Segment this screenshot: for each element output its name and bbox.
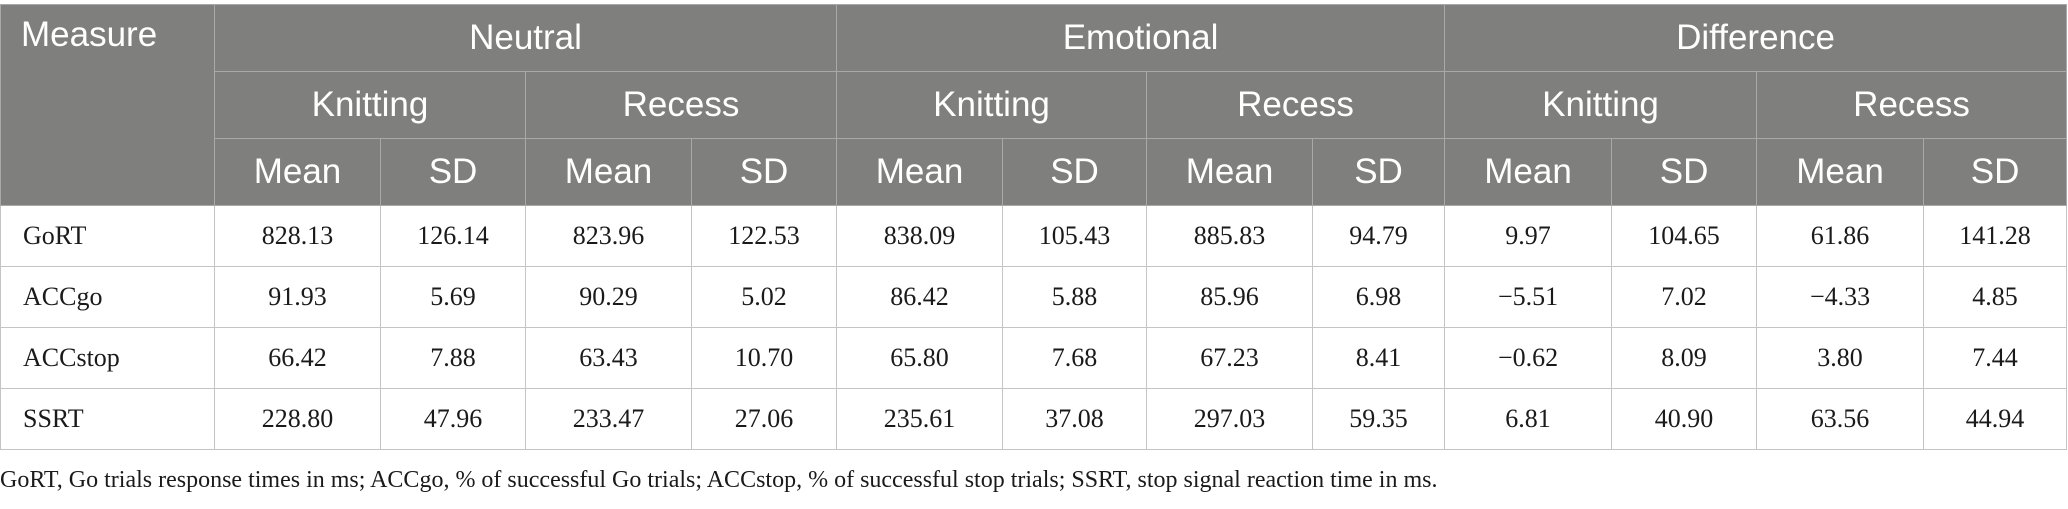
table-cell: 885.83 (1146, 205, 1314, 267)
table-cell: 9.97 (1444, 205, 1613, 267)
table-cell: 3.80 (1756, 327, 1925, 389)
table-cell: 40.90 (1611, 388, 1758, 450)
subgroup-header-difference-knitting: Knitting (1444, 71, 1758, 139)
table-cell: 297.03 (1146, 388, 1314, 450)
table-cell: 59.35 (1312, 388, 1446, 450)
subgroup-header-row: Knitting Recess Knitting Recess Knitting… (1, 71, 2068, 139)
table-cell: 85.96 (1146, 266, 1314, 328)
table-cell: 228.80 (214, 388, 381, 450)
stat-header-mean: Mean (1756, 138, 1925, 206)
stat-header-mean: Mean (1444, 138, 1613, 206)
table-cell: 63.43 (525, 327, 692, 389)
table-cell: 7.02 (1611, 266, 1758, 328)
row-label: SSRT (0, 388, 215, 450)
table-cell: 66.42 (214, 327, 381, 389)
table-cell: 104.65 (1611, 205, 1758, 267)
stat-header-mean: Mean (214, 138, 381, 206)
row-label: ACCgo (0, 266, 215, 328)
table-cell: 7.88 (380, 327, 526, 389)
table-cell: 5.02 (690, 266, 838, 328)
table-cell: 5.88 (1002, 266, 1148, 328)
table-cell: 838.09 (836, 205, 1004, 267)
table-cell: 27.06 (690, 388, 838, 450)
table-cell: 6.81 (1444, 388, 1613, 450)
stat-header-sd: SD (1312, 138, 1446, 206)
table-cell: 63.56 (1756, 388, 1925, 450)
table-cell: 67.23 (1146, 327, 1314, 389)
table-cell: 141.28 (1923, 205, 2068, 267)
table-cell: 235.61 (836, 388, 1004, 450)
table-cell: 8.41 (1312, 327, 1446, 389)
stat-header-sd: SD (690, 138, 838, 206)
subgroup-header-neutral-recess: Recess (524, 71, 838, 139)
table-cell: 86.42 (836, 266, 1004, 328)
row-label: GoRT (0, 205, 215, 267)
table-cell: 828.13 (214, 205, 381, 267)
group-header-neutral: Neutral (213, 4, 838, 72)
table-cell: 90.29 (525, 266, 692, 328)
stat-header-row: Mean SD Mean SD Mean SD Mean SD Mean SD … (1, 138, 2068, 206)
row-label: ACCstop (0, 327, 215, 389)
table-cell: −4.33 (1756, 266, 1925, 328)
stat-header-sd: SD (1611, 138, 1758, 206)
table-cell: 8.09 (1611, 327, 1758, 389)
table-cell: 7.44 (1923, 327, 2068, 389)
table-row: SSRT 228.80 47.96 233.47 27.06 235.61 37… (0, 388, 2068, 450)
table-cell: −0.62 (1444, 327, 1613, 389)
stat-header-mean: Mean (525, 138, 692, 206)
stat-header-mean: Mean (1146, 138, 1314, 206)
table-cell: 126.14 (380, 205, 526, 267)
table-cell: 7.68 (1002, 327, 1148, 389)
table-header: Measure Neutral Emotional Difference Kni… (0, 4, 2068, 206)
table-cell: 44.94 (1923, 388, 2068, 450)
table-cell: 37.08 (1002, 388, 1148, 450)
table-cell: 4.85 (1923, 266, 2068, 328)
table-cell: 823.96 (525, 205, 692, 267)
table-cell: 61.86 (1756, 205, 1925, 267)
table-row: ACCgo 91.93 5.69 90.29 5.02 86.42 5.88 8… (0, 266, 2068, 328)
stat-header-mean: Mean (836, 138, 1004, 206)
table-footnote: GoRT, Go trials response times in ms; AC… (0, 467, 1438, 493)
stat-header-sd: SD (380, 138, 526, 206)
table-cell: 65.80 (836, 327, 1004, 389)
group-header-difference: Difference (1444, 4, 2068, 72)
table-cell: 122.53 (690, 205, 838, 267)
table-cell: 94.79 (1312, 205, 1446, 267)
table-cell: 5.69 (380, 266, 526, 328)
subgroup-header-emotional-knitting: Knitting (836, 71, 1148, 139)
table-cell: 91.93 (214, 266, 381, 328)
stat-header-sd: SD (1002, 138, 1148, 206)
table-row: GoRT 828.13 126.14 823.96 122.53 838.09 … (0, 205, 2068, 267)
group-header-row: Measure Neutral Emotional Difference (0, 4, 2068, 206)
group-header-emotional: Emotional (836, 4, 1446, 72)
measure-header: Measure (0, 4, 215, 206)
table-cell: 47.96 (380, 388, 526, 450)
table-cell: −5.51 (1444, 266, 1613, 328)
subgroup-header-emotional-recess: Recess (1146, 71, 1446, 139)
table-body: GoRT 828.13 126.14 823.96 122.53 838.09 … (0, 205, 2068, 450)
table-cell: 10.70 (690, 327, 838, 389)
table-cell: 105.43 (1002, 205, 1148, 267)
table-cell: 6.98 (1312, 266, 1446, 328)
table-row: ACCstop 66.42 7.88 63.43 10.70 65.80 7.6… (0, 327, 2068, 389)
table-cell: 233.47 (525, 388, 692, 450)
subgroup-header-neutral-knitting: Knitting (214, 71, 526, 139)
subgroup-header-difference-recess: Recess (1756, 71, 2068, 139)
results-table: Measure Neutral Emotional Difference Kni… (0, 4, 2068, 450)
stat-header-sd: SD (1923, 138, 2068, 206)
